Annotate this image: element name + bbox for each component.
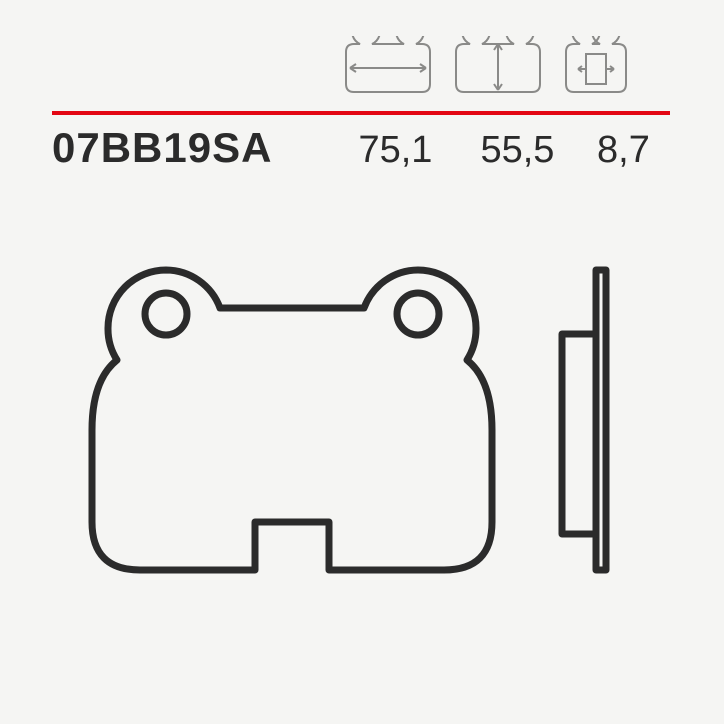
- dimension-icons-row: [340, 36, 632, 99]
- width-icon: [340, 36, 436, 99]
- dimension-width: 75,1: [340, 129, 450, 172]
- dimension-thickness: 8,7: [580, 129, 666, 172]
- spec-row: 07BB19SA 75,1 55,5 8,7: [52, 124, 670, 172]
- accent-divider: [52, 102, 670, 106]
- thickness-icon: [560, 36, 632, 99]
- part-number: 07BB19SA: [52, 124, 272, 172]
- side-view: [562, 270, 606, 570]
- height-icon: [450, 36, 546, 99]
- technical-drawing: [52, 210, 670, 670]
- front-view: [92, 270, 492, 570]
- dimension-height: 55,5: [462, 129, 572, 172]
